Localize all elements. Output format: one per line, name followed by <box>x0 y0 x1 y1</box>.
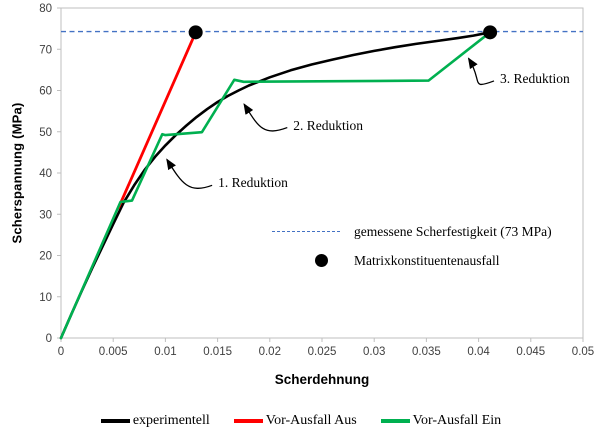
svg-text:30: 30 <box>39 209 52 221</box>
annotation-2-reduktion: 2. Reduktion <box>293 117 364 133</box>
svg-text:80: 80 <box>39 3 52 15</box>
svg-text:0: 0 <box>46 333 52 345</box>
inner-legend-item-shear-strength: gemessene Scherfestigkeit (73 MPa) <box>272 217 552 246</box>
annotation-3-reduktion: 3. Reduktion <box>500 70 570 86</box>
legend-item-vor-ausfall-aus: Vor-Ausfall Aus <box>233 413 357 429</box>
legend-item-experimentell: experimentell <box>100 413 210 429</box>
inner-legend-label: gemessene Scherfestigkeit (73 MPa) <box>354 223 552 239</box>
inner-legend-item-matrix-failure: Matrixkonstituentenausfall <box>272 246 552 275</box>
svg-text:50: 50 <box>39 127 52 139</box>
legend-label: Vor-Ausfall Aus <box>265 413 357 428</box>
svg-text:0.025: 0.025 <box>308 346 337 358</box>
svg-text:0.04: 0.04 <box>467 346 490 358</box>
annotation-arrows <box>166 57 495 189</box>
svg-text:20: 20 <box>39 251 52 263</box>
inner-legend-label: Matrixkonstituentenausfall <box>354 252 500 268</box>
bottom-legend: experimentell Vor-Ausfall Aus Vor-Ausfal… <box>0 407 602 435</box>
legend-label: Vor-Ausfall Ein <box>412 413 502 428</box>
dashed-line-icon <box>272 231 340 232</box>
svg-text:0: 0 <box>58 346 64 358</box>
y-axis-title: Scherspannung (MPa) <box>9 102 25 244</box>
legend-item-vor-ausfall-ein: Vor-Ausfall Ein <box>380 413 502 429</box>
axis-ticks <box>57 7 584 342</box>
svg-text:70: 70 <box>39 44 52 56</box>
svg-text:0.045: 0.045 <box>516 346 545 358</box>
svg-text:0.005: 0.005 <box>99 346 128 358</box>
line-swatch-icon <box>233 419 263 423</box>
legend-label: experimentell <box>132 413 210 428</box>
line-swatch-icon <box>100 419 130 423</box>
svg-text:0.03: 0.03 <box>363 346 385 358</box>
annotation-1-reduktion: 1. Reduktion <box>218 175 288 191</box>
x-axis-title: Scherdehnung <box>274 372 370 387</box>
dot-icon <box>272 254 340 267</box>
line-swatch-icon <box>380 419 410 423</box>
plot-area: 0 0.005 0.01 0.015 0.02 0.025 0.03 0.035 0.04 0.0… <box>39 3 594 358</box>
data-series-lines <box>59 30 492 340</box>
svg-text:0.015: 0.015 <box>203 346 232 358</box>
svg-text:0.035: 0.035 <box>412 346 441 358</box>
matrix-failure-dots <box>188 25 498 40</box>
svg-text:0.05: 0.05 <box>572 346 594 358</box>
axis-tick-labels: 0 0.005 0.01 0.015 0.02 0.025 0.03 0.035 0.04 0.0… <box>39 3 594 358</box>
svg-text:0.01: 0.01 <box>154 346 176 358</box>
inner-legend: gemessene Scherfestigkeit (73 MPa) Matri… <box>272 217 552 275</box>
svg-text:40: 40 <box>39 168 52 180</box>
plot-border <box>60 7 584 339</box>
svg-text:0.02: 0.02 <box>259 346 281 358</box>
svg-text:60: 60 <box>39 86 52 98</box>
svg-text:10: 10 <box>39 292 52 304</box>
